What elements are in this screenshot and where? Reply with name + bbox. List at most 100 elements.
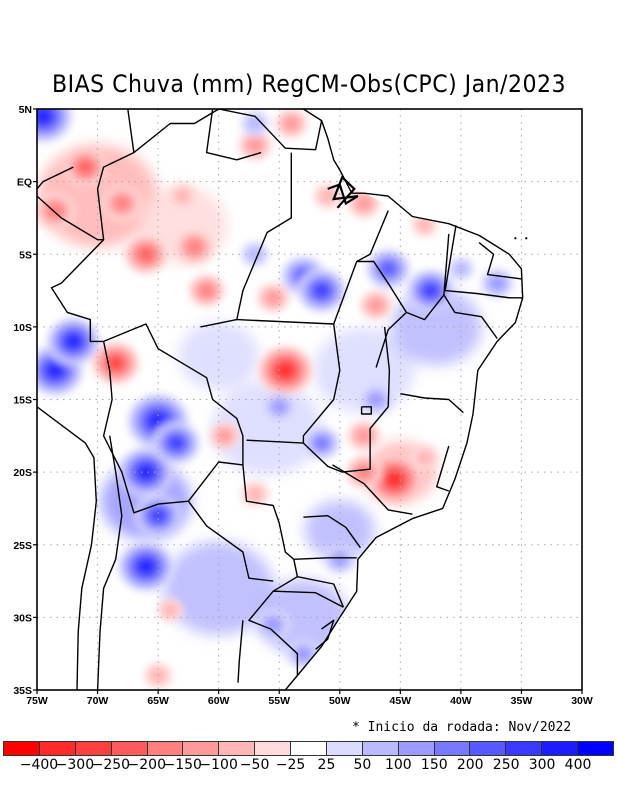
colorbar-swatch xyxy=(219,742,256,755)
border-line xyxy=(187,500,274,582)
bias-contour xyxy=(200,284,213,297)
field-region xyxy=(391,288,482,366)
border-line xyxy=(444,225,523,299)
y-tick-label: 25S xyxy=(13,540,32,552)
bias-contour xyxy=(139,248,153,260)
bias-contour xyxy=(114,197,129,210)
bias-contour xyxy=(388,474,401,485)
bias-contour xyxy=(170,437,183,449)
x-tick-label: 35W xyxy=(511,695,533,707)
colorbar-swatch xyxy=(147,742,184,755)
border-line xyxy=(127,109,135,153)
bias-contour xyxy=(271,400,287,414)
border-line xyxy=(302,326,391,473)
bias-contour xyxy=(315,437,328,449)
colorbar-swatch xyxy=(75,742,112,755)
colorbar-swatch xyxy=(291,742,327,755)
bias-contour xyxy=(279,365,292,376)
bias-contour xyxy=(315,285,328,296)
x-tick-label: 30W xyxy=(571,695,593,707)
y-tick-label: 5S xyxy=(19,249,32,261)
pacific-area xyxy=(37,406,97,690)
bias-contour xyxy=(424,285,437,296)
colorbar-label: 200 xyxy=(456,757,484,773)
border-line xyxy=(50,188,299,676)
colorbar-label: 100 xyxy=(384,757,412,773)
colorbar-label: 250 xyxy=(492,757,520,773)
y-tick-label: 10S xyxy=(13,322,32,334)
border-line xyxy=(246,323,341,444)
border-line xyxy=(37,166,74,190)
border-line xyxy=(96,435,123,690)
amazon-delta-coast xyxy=(327,175,359,209)
colorbar-swatch xyxy=(4,742,40,755)
border-line xyxy=(436,445,450,492)
x-tick-label: 40W xyxy=(450,695,472,707)
colorbar-labels: −400 −300 −250 −200 −150 −100 −50 −25 25 50 100 150… xyxy=(0,757,618,777)
bias-contour xyxy=(416,217,433,233)
bias-contour xyxy=(356,428,372,443)
bias-contour xyxy=(452,261,470,277)
colorbar-label: 150 xyxy=(420,757,448,773)
bias-contour xyxy=(152,510,164,521)
border-line xyxy=(332,464,413,515)
border-line xyxy=(273,590,344,608)
bias-contour xyxy=(247,138,263,153)
colorbar-label: −25 xyxy=(275,757,306,773)
run-start-note: * Inicio da rodada: Nov/2022 xyxy=(352,720,572,735)
bias-contour xyxy=(140,561,152,572)
y-tick-label: 20S xyxy=(13,467,32,479)
bias-contour xyxy=(79,161,92,173)
x-tick-label: 75W xyxy=(26,695,48,707)
field-region xyxy=(178,321,259,390)
bias-contour xyxy=(357,466,371,478)
border-line xyxy=(37,195,104,241)
bias-contour xyxy=(381,263,395,275)
colorbar-label: 25 xyxy=(317,757,336,773)
border-line xyxy=(360,406,372,415)
colorbar-label: 300 xyxy=(528,757,556,773)
bias-features xyxy=(37,109,514,689)
border-line xyxy=(102,341,243,514)
bias-contour xyxy=(187,240,202,254)
axis-ticks: 75W 70W 65W 60W 55W 50W 45W 40W 35W 30W 5N EQ 5S 10S 1… xyxy=(13,104,593,707)
colorbar-label: −250 xyxy=(91,757,131,773)
bias-contour xyxy=(246,485,264,502)
colorbar-label: 400 xyxy=(564,757,592,773)
colorbar-swatch xyxy=(326,742,363,755)
border-line xyxy=(443,294,498,339)
colorbar-swatch xyxy=(470,742,507,755)
bias-contour xyxy=(332,552,347,566)
colorbar-swatch xyxy=(362,742,399,755)
colorbar-swatch xyxy=(506,742,543,755)
bias-contour xyxy=(109,358,122,369)
border-line xyxy=(400,393,464,414)
bias-contour xyxy=(265,291,281,305)
border-line xyxy=(375,233,450,368)
border-line xyxy=(356,260,407,313)
colorbar-label: −150 xyxy=(163,757,202,773)
colorbar-swatch xyxy=(183,742,220,755)
colorbar-label: 50 xyxy=(353,757,372,773)
colorbar xyxy=(3,741,614,756)
bias-contour xyxy=(140,466,152,478)
bias-contour xyxy=(49,365,62,376)
colorbar-swatch xyxy=(542,742,578,755)
x-tick-label: 60W xyxy=(208,695,230,707)
colorbar-label: −100 xyxy=(199,757,238,773)
x-tick-label: 65W xyxy=(147,695,169,707)
colorbar-swatch xyxy=(111,742,148,755)
bias-contour xyxy=(489,276,505,290)
y-tick-label: 15S xyxy=(13,395,32,407)
bias-contour xyxy=(173,188,192,205)
political-borders xyxy=(37,109,528,690)
bias-contour xyxy=(67,336,79,347)
y-tick-label: EQ xyxy=(17,177,32,189)
border-line xyxy=(297,576,345,608)
island-dot xyxy=(514,237,517,240)
border-line xyxy=(200,152,292,328)
y-tick-label: 30S xyxy=(13,612,32,624)
x-tick-label: 70W xyxy=(87,695,109,707)
bias-contour xyxy=(368,298,384,312)
colorbar-label: −50 xyxy=(239,757,270,773)
